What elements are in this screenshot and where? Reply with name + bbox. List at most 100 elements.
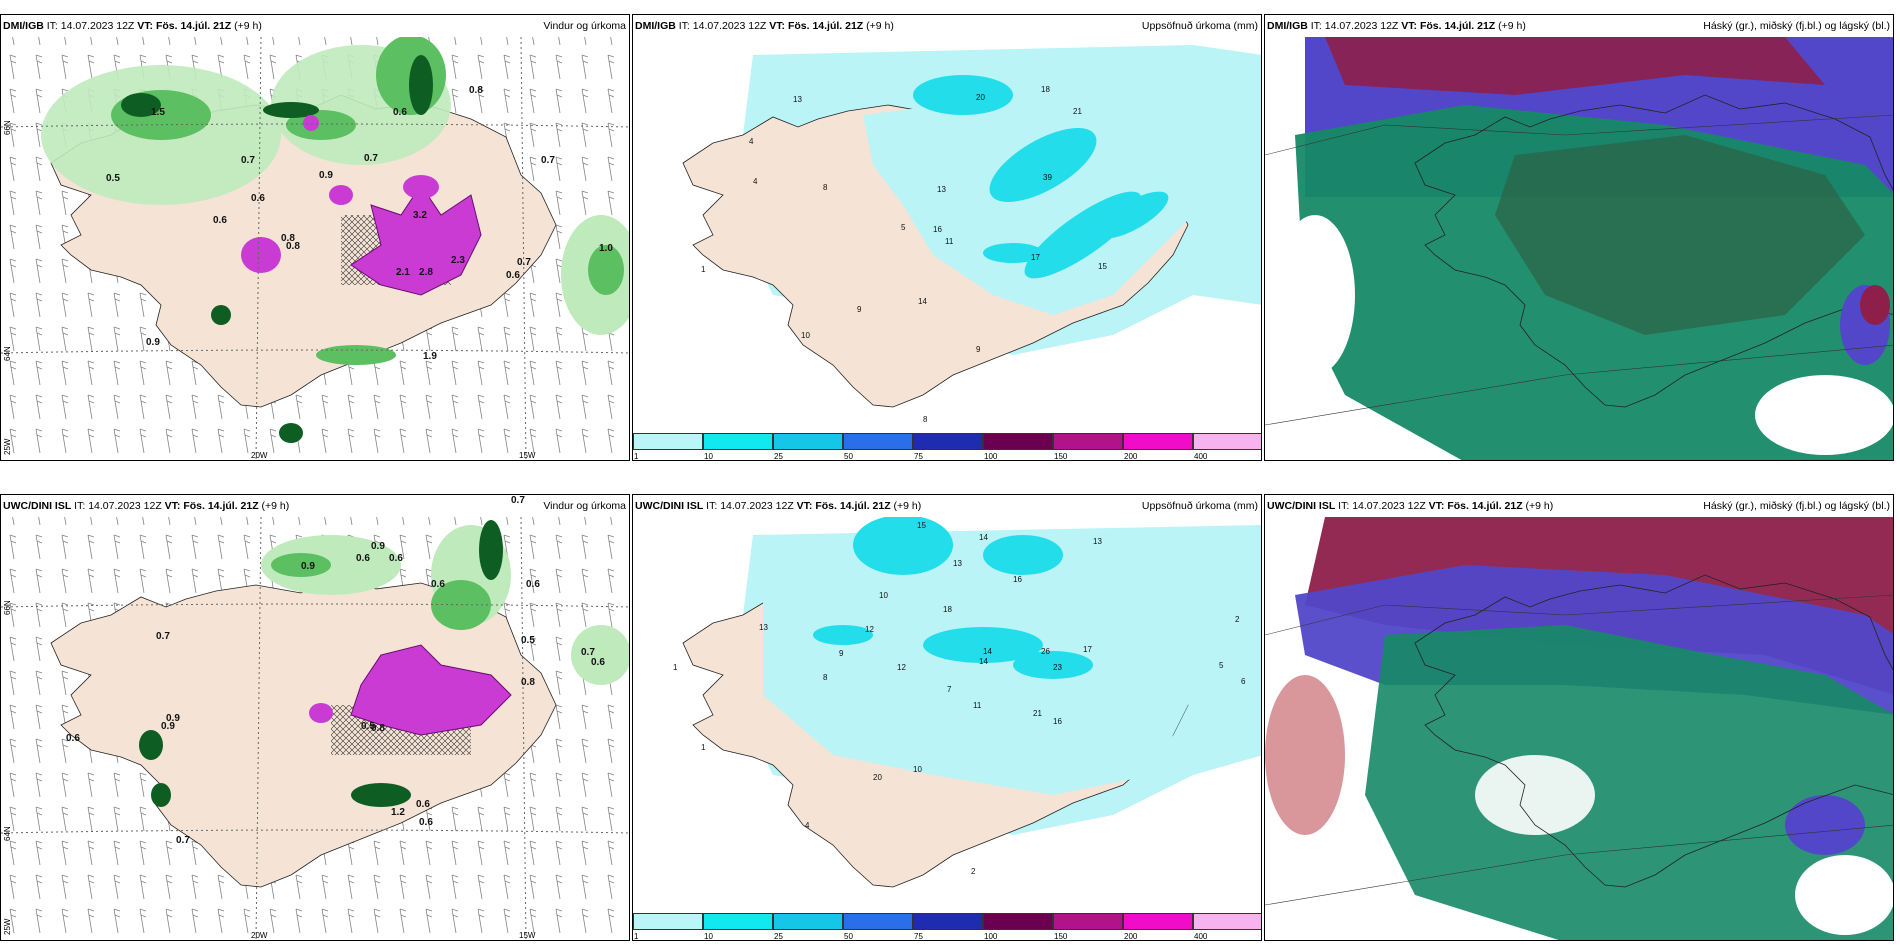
precip-value: 11 <box>973 701 982 710</box>
precip-value: 0.6 <box>251 193 265 204</box>
colorbar-swatch <box>1053 913 1123 930</box>
lon-label: 20W <box>251 451 268 460</box>
colorbar-swatch <box>773 433 843 450</box>
precip-value: 0.6 <box>393 107 407 118</box>
colorbar-tick: 400 <box>1194 932 1208 941</box>
panel-header: UWC/DINI ISL IT: 14.07.2023 12Z VT: Fös.… <box>1 495 629 517</box>
lon-label: 15W <box>519 451 536 460</box>
precip-value: 0.9 <box>166 713 180 724</box>
colorbar-swatch <box>843 913 913 930</box>
panel-accum-precip-uwc: UWC/DINI ISL IT: 14.07.2023 12Z VT: Fös.… <box>632 494 1262 941</box>
precip-value: 9 <box>839 649 844 658</box>
colorbar-swatch <box>703 913 773 930</box>
colorbar-tick: 75 <box>914 932 923 941</box>
precip-value: 16 <box>933 225 942 234</box>
panel-clouds-uwc: UWC/DINI ISL IT: 14.07.2023 12Z VT: Fös.… <box>1264 494 1894 941</box>
precip-value: 0.9 <box>371 541 385 552</box>
colorbar-swatch <box>913 433 983 450</box>
lat-label: 64N <box>3 826 12 841</box>
precip-value: 2.3 <box>451 255 465 266</box>
panel-wind-precip-dmi: DMI/IGB IT: 14.07.2023 12Z VT: Fös. 14.j… <box>0 14 630 461</box>
panel-header: DMI/IGB IT: 14.07.2023 12Z VT: Fös. 14.j… <box>633 15 1261 37</box>
colorbar-tick: 200 <box>1124 452 1138 461</box>
precip-value: 9 <box>976 345 981 354</box>
precip-value: 0.8 <box>286 241 300 252</box>
precip-value: 13 <box>759 623 768 632</box>
wind-precip-map <box>1 516 629 940</box>
iceland-outline <box>1414 94 1893 408</box>
precip-value: 4 <box>805 821 810 830</box>
precip-value: 0.7 <box>511 495 525 506</box>
precip-value: 0.6 <box>506 270 520 281</box>
precip-value: 0.7 <box>541 155 555 166</box>
colorbar-swatch <box>773 913 843 930</box>
lon-label: 20W <box>251 931 268 940</box>
colorbar-tick: 10 <box>704 932 713 941</box>
colorbar-tick: 1 <box>634 932 639 941</box>
precip-value: 0.6 <box>431 579 445 590</box>
precip-value: 0.7 <box>581 647 595 658</box>
precip-value: 13 <box>1093 537 1102 546</box>
precip-value: 0.6 <box>419 817 433 828</box>
precip-value: 3.2 <box>413 210 427 221</box>
precip-value: 9 <box>857 305 862 314</box>
precip-value: 0.5 <box>361 721 375 732</box>
precip-value: 10 <box>801 331 810 340</box>
precip-colorbar: 1 10 25 50 75 100 150 200 400 <box>633 913 1261 941</box>
precip-value: 12 <box>865 625 874 634</box>
precip-value: 0.7 <box>517 257 531 268</box>
panel-header: DMI/IGB IT: 14.07.2023 12Z VT: Fös. 14.j… <box>1265 15 1893 37</box>
cloud-cover-map <box>1265 517 1893 940</box>
colorbar-tick: 100 <box>984 932 998 941</box>
precip-value: 0.5 <box>521 635 535 646</box>
precip-value: 2.1 <box>396 267 410 278</box>
precip-value: 1.9 <box>423 351 437 362</box>
colorbar-swatch <box>1053 433 1123 450</box>
precip-value: 11 <box>945 237 954 246</box>
lat-label: 25W <box>3 438 12 455</box>
colorbar-swatch <box>703 433 773 450</box>
precip-value: 2 <box>1235 615 1240 624</box>
precip-value: 17 <box>1031 253 1040 262</box>
colorbar-tick: 400 <box>1194 452 1208 461</box>
precip-value: 7 <box>947 685 952 694</box>
precip-value: 1 <box>673 663 678 672</box>
precip-value: 0.7 <box>364 153 378 164</box>
lat-label: 25W <box>3 918 12 935</box>
panel-header: DMI/IGB IT: 14.07.2023 12Z VT: Fös. 14.j… <box>1 15 629 37</box>
colorbar-swatch <box>1193 433 1261 450</box>
precip-value: 8 <box>823 183 828 192</box>
precip-colorbar: 1 10 25 50 75 100 150 200 400 <box>633 433 1261 461</box>
colorbar-tick: 100 <box>984 452 998 461</box>
colorbar-swatch <box>633 433 703 450</box>
precip-value: 16 <box>1053 717 1062 726</box>
precip-value: 13 <box>793 95 802 104</box>
precip-value: 6 <box>1241 677 1246 686</box>
precip-value: 1.2 <box>391 807 405 818</box>
precip-value: 0.6 <box>356 553 370 564</box>
colorbar-tick: 75 <box>914 452 923 461</box>
panel-wind-precip-uwc: UWC/DINI ISL IT: 14.07.2023 12Z VT: Fös.… <box>0 494 630 941</box>
precip-value: 14 <box>979 657 988 666</box>
precip-value: 1 <box>701 743 706 752</box>
precip-value: 0.6 <box>66 733 80 744</box>
colorbar-tick: 50 <box>844 452 853 461</box>
precip-value: 12 <box>897 663 906 672</box>
colorbar-tick: 25 <box>774 932 783 941</box>
precip-value: 0.8 <box>469 85 483 96</box>
colorbar-swatch <box>633 913 703 930</box>
lat-label: 66N <box>3 600 12 615</box>
precip-value: 5 <box>1219 661 1224 670</box>
precip-value: 2.8 <box>419 267 433 278</box>
colorbar-tick: 50 <box>844 932 853 941</box>
precip-value: 18 <box>943 605 952 614</box>
colorbar-swatch <box>1193 913 1261 930</box>
precip-value: 1 <box>701 265 706 274</box>
panel-header: UWC/DINI ISL IT: 14.07.2023 12Z VT: Fös.… <box>1265 495 1893 517</box>
lat-label: 66N <box>3 120 12 135</box>
precip-value: 0.5 <box>106 173 120 184</box>
precip-value: 14 <box>983 647 992 656</box>
precip-value: 26 <box>1041 647 1050 656</box>
precip-value: 1.5 <box>151 107 165 118</box>
panel-clouds-dmi: DMI/IGB IT: 14.07.2023 12Z VT: Fös. 14.j… <box>1264 14 1894 461</box>
